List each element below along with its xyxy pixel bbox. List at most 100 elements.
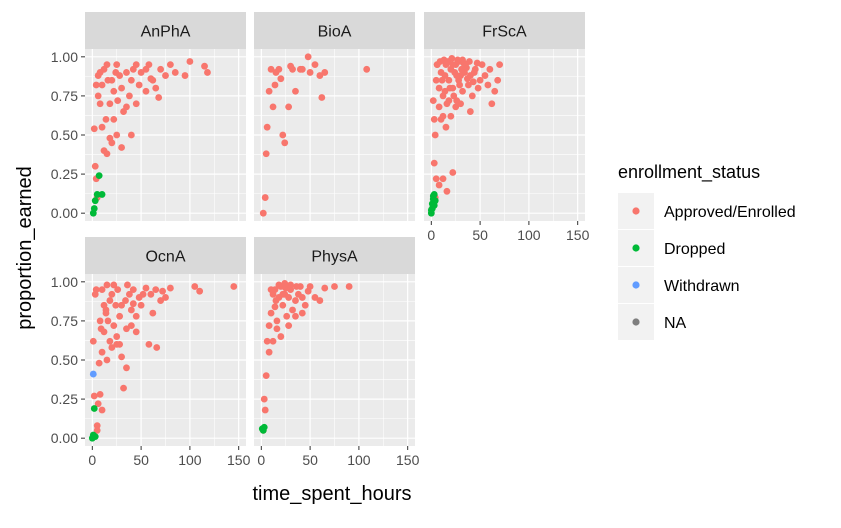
data-point-approved-enrolled <box>281 139 289 147</box>
data-point-approved-enrolled <box>316 72 324 79</box>
data-point-approved-enrolled <box>277 75 285 83</box>
data-point-approved-enrolled <box>94 92 102 100</box>
panels-layer: AnPhA 0.00 0.25 0.50 0.75 1.00 BioA FrScA 0 50 100… <box>51 12 590 468</box>
y-tick-label: 1.00 <box>51 49 78 65</box>
data-point-approved-enrolled <box>162 72 169 79</box>
data-point-approved-enrolled <box>279 290 287 298</box>
data-point-approved-enrolled <box>118 353 125 361</box>
data-point-approved-enrolled <box>90 392 98 400</box>
data-point-approved-enrolled <box>110 87 118 95</box>
data-point-approved-enrolled <box>123 69 130 76</box>
data-point-approved-enrolled <box>94 400 102 408</box>
data-point-approved-enrolled <box>137 301 145 309</box>
data-point-approved-enrolled <box>447 112 455 120</box>
data-point-approved-enrolled <box>445 97 453 104</box>
data-point-approved-enrolled <box>103 61 111 69</box>
data-point-approved-enrolled <box>496 61 504 69</box>
data-point-approved-enrolled <box>298 294 306 301</box>
data-point-approved-enrolled <box>271 81 279 89</box>
data-point-approved-enrolled <box>269 103 277 111</box>
data-point-approved-enrolled <box>181 72 189 79</box>
data-point-approved-enrolled <box>468 92 476 100</box>
panel-ocna: OcnA 0.00 0.25 0.50 0.75 1.00 0 50 100 150 <box>51 237 251 468</box>
data-point-approved-enrolled <box>129 286 137 294</box>
data-point-approved-enrolled <box>127 131 135 139</box>
panel-title-frsca: FrScA <box>482 24 527 41</box>
data-point-approved-enrolled <box>157 65 165 73</box>
data-point-approved-enrolled <box>292 312 299 320</box>
data-point-approved-enrolled <box>304 53 312 61</box>
legend: enrollment_status Approved/Enrolled Dropp… <box>618 162 796 340</box>
data-point-approved-enrolled <box>469 78 477 86</box>
data-point-approved-enrolled <box>438 76 446 84</box>
y-tick-label: 1.00 <box>51 274 78 290</box>
data-point-dropped <box>98 191 106 198</box>
data-point-approved-enrolled <box>113 333 121 340</box>
x-tick-label: 100 <box>517 227 541 243</box>
data-point-approved-enrolled <box>261 194 269 201</box>
data-point-approved-enrolled <box>491 87 499 95</box>
data-point-approved-enrolled <box>443 187 451 195</box>
data-point-approved-enrolled <box>316 297 324 304</box>
data-point-approved-enrolled <box>113 61 121 69</box>
data-point-dropped <box>427 206 435 214</box>
data-point-approved-enrolled <box>92 286 100 294</box>
y-tick-label: 0.75 <box>51 88 78 104</box>
data-point-approved-enrolled <box>118 144 125 151</box>
data-point-approved-enrolled <box>267 309 275 317</box>
data-point-approved-enrolled <box>283 312 291 320</box>
data-point-approved-enrolled <box>135 81 143 89</box>
legend-label-withdrawn: Withdrawn <box>664 278 740 295</box>
data-point-approved-enrolled <box>488 100 496 108</box>
data-point-approved-enrolled <box>162 294 169 301</box>
data-point-approved-enrolled <box>298 309 306 317</box>
x-tick-label: 150 <box>396 452 420 468</box>
data-point-approved-enrolled <box>263 337 271 345</box>
data-point-approved-enrolled <box>96 317 104 325</box>
data-point-approved-enrolled <box>125 92 133 100</box>
data-point-approved-enrolled <box>363 65 371 73</box>
y-axis-label: proportion_earned <box>14 166 36 329</box>
data-point-approved-enrolled <box>267 286 275 294</box>
data-point-approved-enrolled <box>204 69 211 76</box>
panel-anpha: AnPhA 0.00 0.25 0.50 0.75 1.00 <box>51 12 246 221</box>
data-point-approved-enrolled <box>103 150 111 158</box>
data-point-approved-enrolled <box>273 325 281 333</box>
data-point-approved-enrolled <box>152 84 160 92</box>
data-point-approved-enrolled <box>118 301 125 309</box>
data-point-approved-enrolled <box>104 317 112 325</box>
legend-entries: Approved/Enrolled Dropped Withdrawn NA <box>618 193 796 340</box>
data-point-approved-enrolled <box>318 94 326 101</box>
data-point-approved-enrolled <box>285 103 293 111</box>
legend-entry-na: NA <box>618 304 687 340</box>
data-point-approved-enrolled <box>132 61 140 69</box>
data-point-approved-enrolled <box>432 76 440 84</box>
data-point-approved-enrolled <box>454 56 462 64</box>
data-point-approved-enrolled <box>201 62 208 70</box>
data-point-approved-enrolled <box>293 283 300 290</box>
data-point-approved-enrolled <box>100 328 108 336</box>
data-point-approved-enrolled <box>450 92 458 100</box>
x-tick-label: 100 <box>347 452 371 468</box>
x-tick-label: 0 <box>257 452 265 468</box>
data-point-approved-enrolled <box>103 356 111 364</box>
data-point-approved-enrolled <box>275 65 283 73</box>
data-point-approved-enrolled <box>149 76 157 84</box>
data-point-approved-enrolled <box>116 312 124 320</box>
data-point-approved-enrolled <box>289 65 296 73</box>
legend-swatch-withdrawn <box>632 281 640 289</box>
data-point-approved-enrolled <box>98 406 106 414</box>
data-point-approved-enrolled <box>106 297 114 304</box>
data-point-approved-enrolled <box>137 69 145 76</box>
panel-physa: PhysA 0 50 100 150 <box>254 237 420 468</box>
x-tick-label: 0 <box>427 227 435 243</box>
data-point-approved-enrolled <box>98 286 106 294</box>
data-point-approved-enrolled <box>292 87 299 95</box>
data-point-approved-enrolled <box>265 87 273 95</box>
data-point-approved-enrolled <box>103 281 111 289</box>
panel-title-anpha: AnPhA <box>141 24 191 41</box>
data-point-approved-enrolled <box>191 283 199 290</box>
data-point-approved-enrolled <box>132 312 140 320</box>
